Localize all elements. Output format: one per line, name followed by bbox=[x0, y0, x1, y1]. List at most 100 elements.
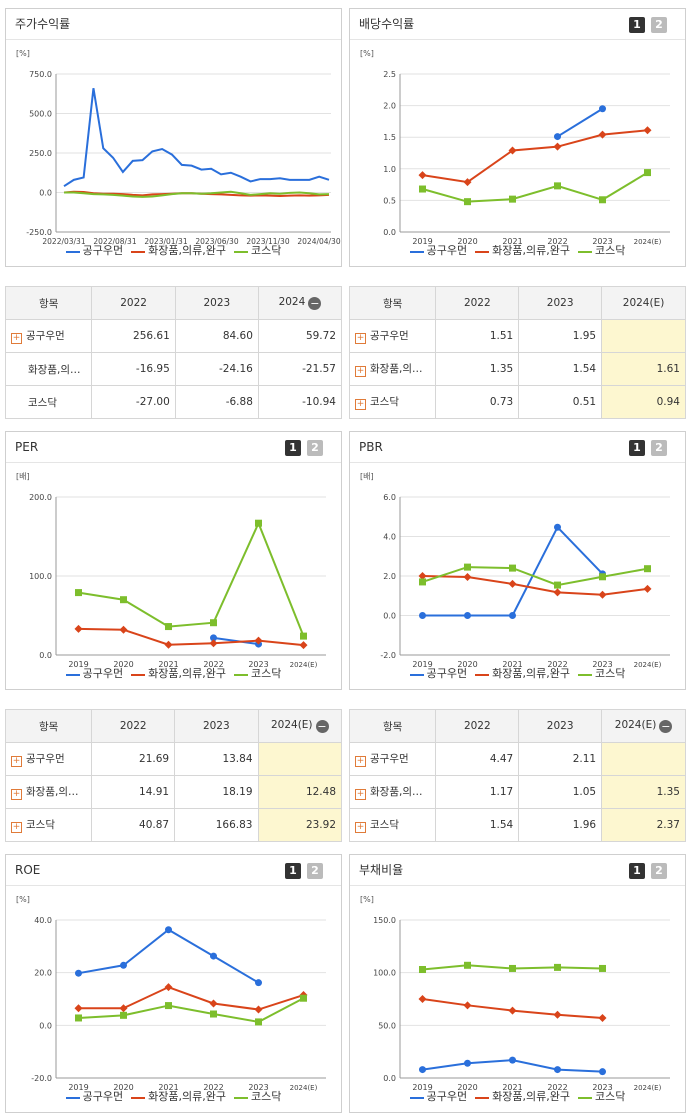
data-point-kosdaq[interactable] bbox=[255, 519, 262, 527]
data-point-company[interactable] bbox=[255, 979, 262, 987]
expand-plus-icon[interactable]: + bbox=[355, 822, 366, 833]
chart-view-1-button[interactable]: 1 bbox=[629, 17, 645, 33]
row-name-cell[interactable]: 코스닥 bbox=[4, 385, 93, 419]
row-name-cell[interactable]: + 코스닥 bbox=[348, 385, 437, 419]
data-point-industry[interactable] bbox=[119, 1004, 128, 1013]
data-point-industry[interactable] bbox=[463, 178, 472, 187]
data-point-industry[interactable] bbox=[553, 1010, 562, 1019]
expand-plus-icon[interactable]: + bbox=[11, 789, 22, 800]
data-point-industry[interactable] bbox=[598, 130, 607, 139]
chart-view-2-button[interactable]: 2 bbox=[651, 440, 667, 456]
data-point-industry[interactable] bbox=[463, 572, 472, 581]
data-point-kosdaq[interactable] bbox=[644, 169, 651, 177]
data-point-kosdaq[interactable] bbox=[464, 961, 471, 969]
row-name-cell[interactable]: + 화장품,의… bbox=[4, 775, 93, 809]
data-point-company[interactable] bbox=[509, 612, 516, 619]
legend-item-industry[interactable]: 화장품,의류,완구 bbox=[475, 1088, 570, 1104]
row-name-cell[interactable]: + 화장품,의… bbox=[348, 352, 437, 386]
data-point-kosdaq[interactable] bbox=[120, 596, 127, 604]
data-point-company[interactable] bbox=[210, 634, 217, 642]
expand-plus-icon[interactable]: + bbox=[355, 399, 366, 410]
legend-item-company[interactable]: 공구우먼 bbox=[65, 242, 123, 258]
data-point-company[interactable] bbox=[75, 969, 82, 977]
data-point-company[interactable] bbox=[419, 1066, 426, 1074]
data-point-kosdaq[interactable] bbox=[554, 182, 561, 190]
data-point-kosdaq[interactable] bbox=[165, 1002, 172, 1010]
data-point-company[interactable] bbox=[599, 1068, 606, 1076]
legend-item-company[interactable]: 공구우먼 bbox=[409, 665, 467, 681]
expand-plus-icon[interactable]: + bbox=[355, 789, 366, 800]
chart-view-2-button[interactable]: 2 bbox=[651, 17, 667, 33]
data-point-industry[interactable] bbox=[209, 999, 218, 1008]
data-point-company[interactable] bbox=[464, 612, 471, 619]
data-point-company[interactable] bbox=[599, 105, 606, 113]
expand-plus-icon[interactable]: + bbox=[355, 333, 366, 344]
expand-plus-icon[interactable]: + bbox=[11, 756, 22, 767]
data-point-kosdaq[interactable] bbox=[255, 1018, 262, 1026]
data-point-kosdaq[interactable] bbox=[165, 623, 172, 631]
chart-view-2-button[interactable]: 2 bbox=[307, 863, 323, 879]
data-point-industry[interactable] bbox=[418, 171, 427, 180]
data-point-kosdaq[interactable] bbox=[300, 994, 307, 1002]
data-point-kosdaq[interactable] bbox=[464, 198, 471, 206]
data-point-kosdaq[interactable] bbox=[419, 185, 426, 193]
row-name-cell[interactable]: + 코스닥 bbox=[348, 808, 437, 842]
data-point-kosdaq[interactable] bbox=[644, 565, 651, 573]
chart-view-1-button[interactable]: 1 bbox=[629, 863, 645, 879]
row-name-cell[interactable]: 화장품,의… bbox=[4, 352, 93, 386]
legend-item-company[interactable]: 공구우먼 bbox=[65, 665, 123, 681]
legend-item-industry[interactable]: 화장품,의류,완구 bbox=[475, 242, 570, 258]
data-point-kosdaq[interactable] bbox=[509, 964, 516, 972]
data-point-industry[interactable] bbox=[508, 146, 517, 155]
legend-item-company[interactable]: 공구우먼 bbox=[409, 1088, 467, 1104]
data-point-company[interactable] bbox=[120, 961, 127, 969]
collapse-column-icon[interactable]: − bbox=[308, 297, 322, 310]
data-point-company[interactable] bbox=[509, 1056, 516, 1064]
data-point-kosdaq[interactable] bbox=[300, 632, 307, 640]
data-point-industry[interactable] bbox=[119, 625, 128, 634]
data-point-company[interactable] bbox=[165, 926, 172, 934]
chart-view-2-button[interactable]: 2 bbox=[651, 863, 667, 879]
data-point-kosdaq[interactable] bbox=[75, 1014, 82, 1022]
data-point-kosdaq[interactable] bbox=[599, 964, 606, 972]
data-point-industry[interactable] bbox=[508, 1006, 517, 1015]
legend-item-kosdaq[interactable]: 코스닥 bbox=[233, 242, 281, 258]
data-point-company[interactable] bbox=[419, 612, 426, 619]
legend-item-industry[interactable]: 화장품,의류,완구 bbox=[131, 242, 226, 258]
data-point-industry[interactable] bbox=[254, 1005, 263, 1014]
data-point-company[interactable] bbox=[210, 952, 217, 960]
data-point-industry[interactable] bbox=[164, 983, 173, 992]
data-point-kosdaq[interactable] bbox=[509, 564, 516, 572]
data-point-kosdaq[interactable] bbox=[599, 196, 606, 204]
legend-item-kosdaq[interactable]: 코스닥 bbox=[577, 1088, 625, 1104]
data-point-industry[interactable] bbox=[299, 641, 308, 650]
legend-item-kosdaq[interactable]: 코스닥 bbox=[233, 665, 281, 681]
row-name-cell[interactable]: + 코스닥 bbox=[4, 808, 93, 842]
chart-view-1-button[interactable]: 1 bbox=[285, 440, 301, 456]
data-point-industry[interactable] bbox=[164, 640, 173, 649]
data-point-industry[interactable] bbox=[598, 590, 607, 599]
data-point-kosdaq[interactable] bbox=[509, 195, 516, 203]
legend-item-kosdaq[interactable]: 코스닥 bbox=[577, 242, 625, 258]
row-name-cell[interactable]: + 공구우먼 bbox=[4, 742, 93, 776]
data-point-kosdaq[interactable] bbox=[75, 589, 82, 597]
expand-plus-icon[interactable]: + bbox=[11, 333, 22, 344]
data-point-company[interactable] bbox=[554, 523, 561, 531]
legend-item-company[interactable]: 공구우먼 bbox=[65, 1088, 123, 1104]
data-point-industry[interactable] bbox=[643, 126, 652, 135]
row-name-cell[interactable]: + 화장품,의… bbox=[348, 775, 437, 809]
legend-item-industry[interactable]: 화장품,의류,완구 bbox=[131, 665, 226, 681]
data-point-company[interactable] bbox=[554, 133, 561, 141]
data-point-industry[interactable] bbox=[598, 1013, 607, 1022]
data-point-kosdaq[interactable] bbox=[210, 619, 217, 627]
expand-plus-icon[interactable]: + bbox=[355, 366, 366, 377]
row-name-cell[interactable]: + 공구우먼 bbox=[4, 319, 93, 353]
data-point-industry[interactable] bbox=[74, 1004, 83, 1013]
legend-item-company[interactable]: 공구우먼 bbox=[409, 242, 467, 258]
data-point-kosdaq[interactable] bbox=[554, 581, 561, 589]
data-point-kosdaq[interactable] bbox=[120, 1011, 127, 1019]
data-point-industry[interactable] bbox=[508, 579, 517, 588]
chart-view-1-button[interactable]: 1 bbox=[629, 440, 645, 456]
data-point-industry[interactable] bbox=[418, 572, 427, 580]
data-point-industry[interactable] bbox=[463, 1001, 472, 1010]
